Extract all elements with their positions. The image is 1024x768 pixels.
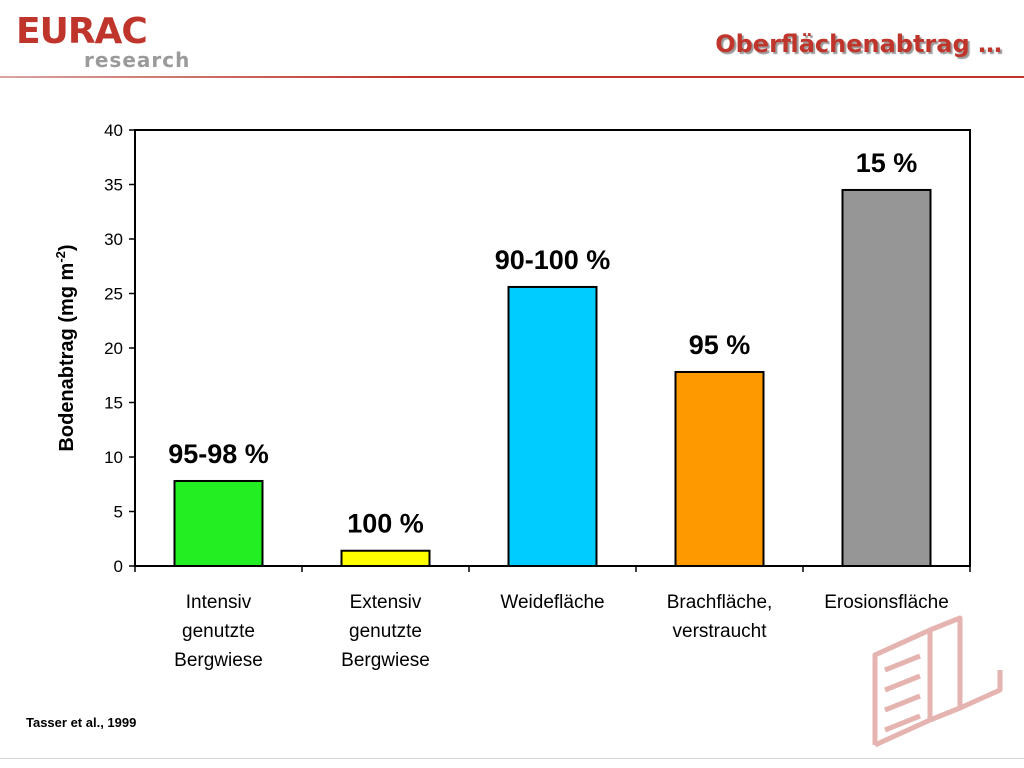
building-watermark-icon	[872, 615, 1003, 748]
bar-label: 95-98 %	[168, 439, 269, 469]
x-category-label: Brachfläche,	[667, 592, 773, 613]
eurac-logo: EURAC research	[16, 12, 196, 72]
slide-title: Oberflächenabtrag …	[715, 30, 1002, 58]
y-tick-label: 15	[104, 394, 123, 413]
x-category-label: Intensiv	[186, 592, 252, 613]
logo-subtitle: research	[84, 48, 191, 72]
x-category-label: Bergwiese	[341, 650, 430, 671]
y-tick-label: 0	[114, 557, 123, 576]
bar-2	[340, 549, 431, 567]
bar-label: 15 %	[856, 148, 918, 178]
bar-5	[841, 188, 932, 567]
x-category-label: verstraucht	[673, 621, 768, 642]
x-category-label: Extensiv	[350, 592, 422, 613]
x-category-label: genutzte	[182, 621, 255, 642]
y-tick-label: 40	[104, 121, 123, 140]
footer-divider	[0, 758, 1024, 759]
bar-label: 95 %	[689, 330, 751, 360]
bar-chart: 0 5 10 15 20 25 30 35 40 Bodenabtrag (mg m-2) 95-9…	[53, 121, 971, 671]
bar-label: 90-100 %	[495, 245, 611, 275]
bar-label: 100 %	[347, 509, 424, 539]
y-tick-label: 35	[104, 176, 123, 195]
logo-wordmark: EURAC	[16, 11, 148, 52]
x-category-label: Weidefläche	[500, 592, 604, 613]
y-tick-label: 25	[104, 285, 123, 304]
x-category-label: Bergwiese	[174, 650, 263, 671]
y-axis-label: Bodenabtrag (mg m-2)	[53, 244, 78, 451]
bar-3	[507, 285, 598, 567]
header-divider	[0, 76, 1024, 78]
y-tick-label: 20	[104, 339, 123, 358]
source-citation: Tasser et al., 1999	[26, 715, 137, 730]
y-tick-label: 10	[104, 448, 123, 467]
bar-4	[674, 370, 765, 568]
bar-1	[173, 479, 264, 568]
y-tick-label: 30	[104, 230, 123, 249]
x-category-label: genutzte	[349, 621, 422, 642]
y-tick-label: 5	[114, 503, 123, 522]
x-category-label: Erosionsfläche	[824, 592, 949, 613]
